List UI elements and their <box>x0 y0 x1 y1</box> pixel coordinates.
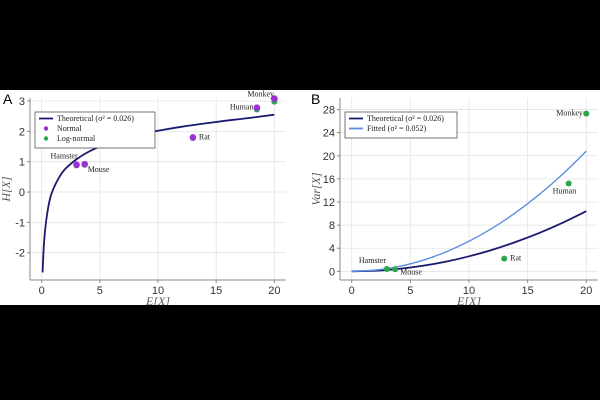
x-tick-label: 5 <box>407 285 413 297</box>
point-normal <box>73 161 80 169</box>
y-tick-label: 4 <box>329 243 335 255</box>
y-tick-label: 1 <box>19 157 25 169</box>
y-tick-label: 8 <box>329 220 335 232</box>
panel-letter: A <box>3 91 13 107</box>
point-label: Monkey <box>556 109 583 118</box>
y-tick-label: 24 <box>323 128 335 140</box>
point-label: Hamster <box>51 152 78 161</box>
x-tick-label: 5 <box>97 285 103 297</box>
x-tick-label: 20 <box>268 285 280 297</box>
legend-dot-marker <box>43 136 49 141</box>
point-normal <box>81 160 88 168</box>
point-label: Mouse <box>400 267 422 276</box>
y-tick-label: -2 <box>15 248 25 260</box>
point-normal <box>271 95 278 102</box>
point-label: Human <box>230 103 254 112</box>
point-lognormal <box>501 255 508 262</box>
y-tick-label: 0 <box>19 187 25 199</box>
y-axis-label: H[X] <box>0 176 13 203</box>
y-tick-label: 2 <box>19 126 25 138</box>
x-tick-label: 0 <box>349 285 355 297</box>
point-lognormal <box>392 266 399 273</box>
legend-box <box>344 111 458 139</box>
figure: A 0 5 10 15 20 -2 -1 0 1 2 3 E[X] H[X] Hamster Mouse Rat… <box>0 90 600 305</box>
x-tick-label: 10 <box>463 285 475 297</box>
x-axis-label: E[X] <box>456 294 481 305</box>
point-label: Rat <box>199 132 211 141</box>
y-tick-label: 28 <box>323 105 335 117</box>
point-normal <box>253 104 261 112</box>
x-tick-label: 15 <box>210 285 222 297</box>
y-tick-label: 12 <box>323 197 335 209</box>
point-lognormal <box>383 266 390 273</box>
point-normal <box>189 134 197 141</box>
figure-svg: A0 5 10 15 20-2-10123E[X]H[X]HamsterMouseRat… <box>0 90 598 305</box>
series-line-theoretical <box>351 210 587 273</box>
legend: Theoretical (σ² = 0.026)Fitted (σ² = 0.0… <box>344 111 458 139</box>
series-line-fitted <box>351 150 587 273</box>
legend-entry: Fitted (σ² = 0.052) <box>367 124 427 133</box>
y-tick-label: 20 <box>323 151 335 163</box>
point-label: Mouse <box>88 165 110 174</box>
legend-entry: Log-normal <box>57 134 96 143</box>
series-line-theoretical <box>41 113 275 273</box>
y-tick-label: 16 <box>323 174 335 186</box>
point-label: Monkey <box>247 90 274 99</box>
legend-entry: Theoretical (σ² = 0.026) <box>367 114 444 123</box>
x-tick-label: 20 <box>580 285 592 297</box>
point-lognormal <box>565 180 572 187</box>
x-tick-label: 10 <box>152 285 164 297</box>
panel-letter: B <box>311 91 320 107</box>
x-tick-label: 0 <box>39 285 45 297</box>
legend-box <box>34 111 156 149</box>
legend-entry: Normal <box>57 124 82 133</box>
legend-entry: Theoretical (σ² = 0.026) <box>57 114 134 123</box>
point-label: Human <box>553 187 577 196</box>
point-lognormal <box>583 110 590 117</box>
y-axis-label: Var[X] <box>309 172 323 206</box>
panel-b: B 0 5 10 15 20 0 4 8 12 16 20 24 28 E[X] Var[X] Hamster M… <box>309 91 598 305</box>
point-label: Rat <box>510 254 522 263</box>
y-tick-label: 3 <box>19 96 25 108</box>
point-label: Hamster <box>359 256 386 265</box>
x-tick-label: 15 <box>522 285 534 297</box>
y-tick-label: 0 <box>329 266 335 278</box>
y-tick-label: -1 <box>15 217 25 229</box>
panel-a: A 0 5 10 15 20 -2 -1 0 1 2 3 E[X] H[X] Hamster Mouse Rat… <box>0 90 286 305</box>
x-axis-label: E[X] <box>145 294 170 305</box>
legend-dot-marker <box>43 126 49 131</box>
